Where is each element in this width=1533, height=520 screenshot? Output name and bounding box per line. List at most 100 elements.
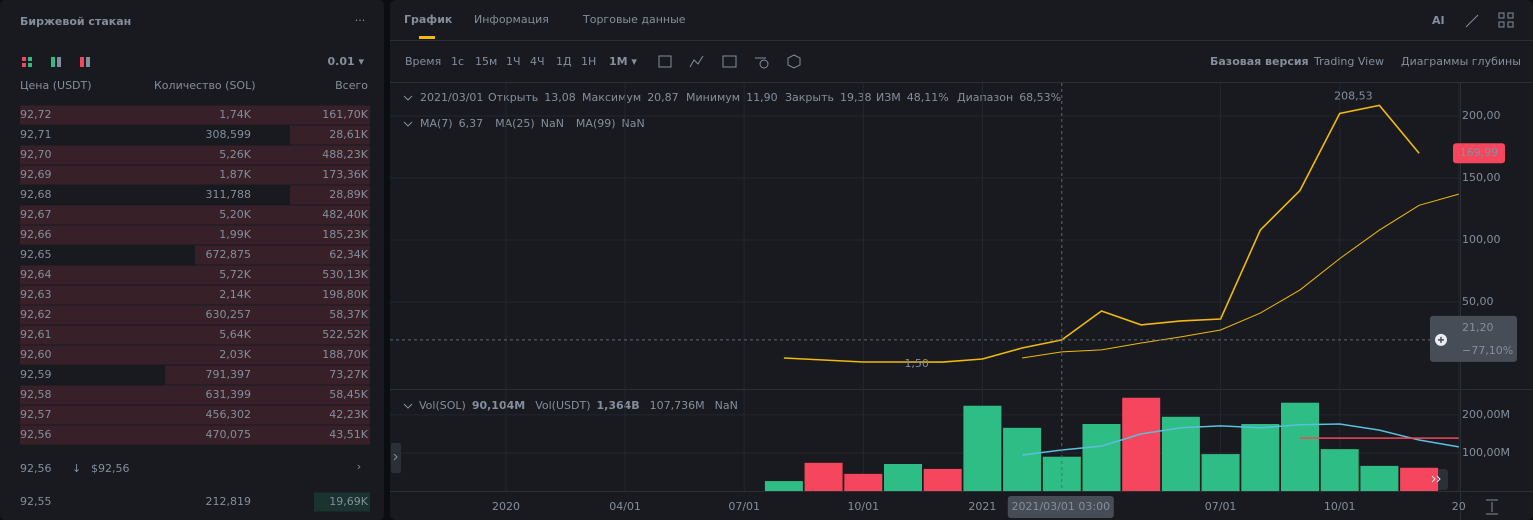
ask-price[interactable]: 92,64	[20, 268, 52, 281]
collapse-icon[interactable]	[403, 403, 413, 409]
crosshair-date: 2021/03/01 03:00	[1011, 500, 1110, 513]
legend-value: 11,90	[746, 91, 778, 104]
icon	[689, 55, 704, 68]
interval[interactable]: 4Ч	[530, 55, 545, 68]
interval[interactable]: 1с	[451, 55, 464, 68]
precision-select[interactable]: 0.01 ▾	[328, 55, 365, 68]
interval[interactable]: 1Д	[556, 55, 572, 68]
legend-key: ИЗМ	[876, 91, 901, 104]
ask-price[interactable]: 92,66	[20, 228, 52, 241]
ask-total: 28,61K	[329, 128, 368, 141]
ask-total: 530,13K	[322, 268, 368, 281]
mid-price-usd: $92,56	[91, 462, 130, 475]
legend-key: MA(7)	[420, 117, 453, 130]
x-tick-label: 07/01	[728, 500, 760, 513]
depth-bar	[20, 205, 370, 225]
menu-button[interactable]: ···	[355, 14, 366, 27]
ask-amount: 631,399	[206, 388, 252, 401]
legend-value: 90,104M	[472, 399, 525, 412]
legend-value: 13,08	[544, 91, 576, 104]
tab[interactable]: Торговые данные	[582, 13, 686, 26]
depth-bar	[290, 125, 370, 145]
ask-price[interactable]: 92,58	[20, 388, 52, 401]
ask-price[interactable]: 92,68	[20, 188, 52, 201]
ask-price[interactable]: 92,60	[20, 348, 52, 361]
depth-bar	[20, 345, 370, 365]
scroll-icon[interactable]	[1431, 475, 1441, 483]
y-tick-label: 150,00	[1462, 171, 1501, 184]
toolbar-icons[interactable]	[658, 12, 1514, 515]
volume-bar	[1400, 467, 1439, 491]
bid-price[interactable]: 92,55	[20, 495, 52, 508]
ask-price[interactable]: 92,65	[20, 248, 52, 261]
volume-bar	[844, 473, 883, 491]
collapse-icon[interactable]	[403, 95, 413, 101]
ask-amount: 2,14K	[219, 288, 251, 301]
price-annotation: 208,53	[1334, 89, 1373, 102]
ask-price[interactable]: 92,69	[20, 168, 52, 181]
y-tick-label: 50,00	[1462, 295, 1494, 308]
tab[interactable]: Информация	[474, 13, 549, 26]
legend-value: 6,37	[459, 117, 484, 130]
legend-value: 107,736M	[650, 399, 705, 412]
depth-bar	[195, 245, 370, 265]
ask-amount: 470,075	[206, 428, 252, 441]
legend-value: NaN	[715, 399, 738, 412]
ask-total: 58,45K	[329, 388, 368, 401]
icon	[28, 57, 32, 61]
volume-bar	[804, 462, 843, 491]
ask-total: 58,37K	[329, 308, 368, 321]
icon	[86, 57, 90, 67]
depth-bar	[20, 165, 370, 185]
ai-button[interactable]: AI	[1432, 14, 1445, 27]
view-tab[interactable]: Trading View	[1313, 55, 1384, 68]
tab-underline	[419, 36, 435, 39]
ask-price[interactable]: 92,71	[20, 128, 52, 141]
ask-price[interactable]: 92,61	[20, 328, 52, 341]
icon	[1498, 12, 1505, 19]
volume-bar	[923, 468, 962, 491]
column-header: Всего	[335, 79, 368, 92]
depth-bar	[20, 145, 370, 165]
legend-key: Vol(USDT)	[535, 399, 590, 412]
legend-key: MA(25)	[495, 117, 535, 130]
ask-price[interactable]: 92,56	[20, 428, 52, 441]
interval[interactable]: 1Ч	[506, 55, 521, 68]
icon	[759, 59, 769, 69]
ask-price[interactable]: 92,67	[20, 208, 52, 221]
legend-key: Минимум	[686, 91, 740, 104]
legend-value: 1,364B	[596, 399, 639, 412]
volume-bar	[1003, 427, 1042, 491]
depth-bar	[314, 492, 370, 512]
legend-value: NaN	[541, 117, 564, 130]
interval[interactable]: 15м	[475, 55, 497, 68]
depth-bar	[20, 325, 370, 345]
ask-price[interactable]: 92,70	[20, 148, 52, 161]
interval[interactable]: 1Н	[581, 55, 596, 68]
more-button[interactable]: ›	[357, 460, 361, 473]
ask-price[interactable]: 92,57	[20, 408, 52, 421]
view-tab[interactable]: Базовая версия	[1210, 55, 1309, 68]
y-tick-label: 100,00M	[1462, 446, 1510, 459]
price-arrow: ↓	[72, 462, 81, 475]
price-annotation: 1,50	[904, 357, 929, 370]
ask-amount: 5,20K	[219, 208, 251, 221]
y-tick-label: 200,00	[1462, 109, 1501, 122]
legend-key: Vol(SOL)	[419, 399, 466, 412]
ask-total: 42,23K	[329, 408, 368, 421]
ask-total: 198,80K	[322, 288, 368, 301]
ask-price[interactable]: 92,72	[20, 108, 52, 121]
book-icons[interactable]	[22, 57, 90, 67]
y-tick-label: 100,00	[1462, 233, 1501, 246]
column-header: Цена (USDT)	[20, 79, 92, 92]
ask-price[interactable]: 92,59	[20, 368, 52, 381]
ask-price[interactable]: 92,63	[20, 288, 52, 301]
view-tab[interactable]: Диаграммы глубины	[1401, 55, 1521, 68]
tab[interactable]: График	[404, 13, 453, 26]
add-alert-icon	[1438, 336, 1444, 343]
ask-amount: 672,875	[206, 248, 252, 261]
depth-bar	[20, 385, 370, 405]
interval[interactable]: 1М ▾	[609, 55, 637, 68]
ask-price[interactable]: 92,62	[20, 308, 52, 321]
collapse-icon[interactable]	[403, 121, 413, 127]
